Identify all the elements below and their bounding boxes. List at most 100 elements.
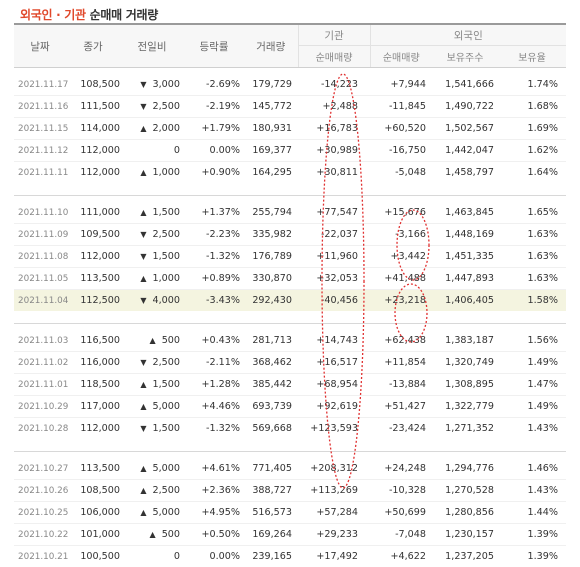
- cell-foreign-net: -5,048: [370, 162, 432, 184]
- cell-date: 2021.10.25: [14, 502, 66, 524]
- triangle-up-icon: ▲: [140, 208, 146, 217]
- cell-foreign-holdings: 1,502,567: [432, 118, 498, 140]
- change-value: 1,500: [153, 251, 180, 262]
- cell-rate: +0.89%: [184, 268, 244, 290]
- cell-foreign-ratio: 1.65%: [498, 202, 566, 224]
- cell-close: 111,500: [66, 96, 120, 118]
- cell-foreign-ratio: 1.58%: [498, 290, 566, 312]
- cell-change: ▲500: [120, 330, 184, 352]
- col-inst-net: 순매매량: [298, 46, 370, 68]
- cell-close: 112,000: [66, 140, 120, 162]
- triangle-up-icon: ▲: [140, 380, 146, 389]
- triangle-up-icon: ▲: [140, 402, 146, 411]
- change-value: 0: [174, 145, 180, 156]
- cell-foreign-holdings: 1,308,895: [432, 374, 498, 396]
- triangle-down-icon: ▼: [140, 102, 146, 111]
- group-divider: [14, 183, 566, 196]
- cell-date: 2021.10.22: [14, 524, 66, 546]
- change-value: 5,000: [153, 463, 180, 474]
- cell-foreign-holdings: 1,451,335: [432, 246, 498, 268]
- cell-foreign-net: -3,166: [370, 224, 432, 246]
- cell-inst-net: +30,811: [298, 162, 370, 184]
- cell-volume: 164,295: [244, 162, 298, 184]
- cell-rate: -3.43%: [184, 290, 244, 312]
- cell-volume: 292,430: [244, 290, 298, 312]
- cell-foreign-holdings: 1,280,856: [432, 502, 498, 524]
- cell-close: 108,500: [66, 480, 120, 502]
- cell-foreign-net: +15,676: [370, 202, 432, 224]
- col-foreign-ratio: 보유율: [498, 46, 566, 68]
- cell-close: 113,500: [66, 268, 120, 290]
- change-value: 1,500: [153, 423, 180, 434]
- page-title: 외국인 · 기관 순매매 거래량: [20, 6, 158, 23]
- cell-inst-net: +11,960: [298, 246, 370, 268]
- col-date: 날짜: [14, 24, 66, 67]
- cell-foreign-holdings: 1,447,893: [432, 268, 498, 290]
- triangle-up-icon: ▲: [150, 530, 156, 539]
- col-foreign-holdings: 보유주수: [432, 46, 498, 68]
- col-volume: 거래량: [244, 24, 298, 67]
- cell-inst-net: -22,037: [298, 224, 370, 246]
- col-change: 전일비: [120, 24, 184, 67]
- cell-foreign-net: -10,328: [370, 480, 432, 502]
- cell-foreign-net: -11,845: [370, 96, 432, 118]
- cell-change: ▲5,000: [120, 396, 184, 418]
- cell-foreign-ratio: 1.63%: [498, 246, 566, 268]
- change-value: 3,000: [153, 79, 180, 90]
- cell-foreign-holdings: 1,320,749: [432, 352, 498, 374]
- triangle-up-icon: ▲: [140, 508, 146, 517]
- cell-inst-net: +17,492: [298, 546, 370, 567]
- cell-close: 112,000: [66, 162, 120, 184]
- cell-foreign-ratio: 1.39%: [498, 546, 566, 567]
- triangle-up-icon: ▲: [140, 168, 146, 177]
- triangle-down-icon: ▼: [140, 296, 146, 305]
- cell-rate: 0.00%: [184, 546, 244, 567]
- cell-date: 2021.11.17: [14, 74, 66, 96]
- cell-foreign-ratio: 1.63%: [498, 268, 566, 290]
- cell-change: ▼2,500: [120, 96, 184, 118]
- change-value: 4,000: [153, 295, 180, 306]
- cell-close: 116,500: [66, 330, 120, 352]
- cell-volume: 335,982: [244, 224, 298, 246]
- cell-date: 2021.11.01: [14, 374, 66, 396]
- change-value: 2,000: [153, 123, 180, 134]
- cell-inst-net: +32,053: [298, 268, 370, 290]
- cell-volume: 388,727: [244, 480, 298, 502]
- cell-volume: 368,462: [244, 352, 298, 374]
- cell-close: 109,500: [66, 224, 120, 246]
- cell-foreign-holdings: 1,294,776: [432, 458, 498, 480]
- cell-close: 116,000: [66, 352, 120, 374]
- cell-change: ▲1,000: [120, 268, 184, 290]
- cell-close: 100,500: [66, 546, 120, 567]
- cell-foreign-net: +62,438: [370, 330, 432, 352]
- cell-date: 2021.10.29: [14, 396, 66, 418]
- cell-rate: +2.36%: [184, 480, 244, 502]
- cell-foreign-net: -16,750: [370, 140, 432, 162]
- cell-date: 2021.11.11: [14, 162, 66, 184]
- cell-foreign-net: +60,520: [370, 118, 432, 140]
- group-divider: [14, 439, 566, 452]
- cell-foreign-holdings: 1,237,205: [432, 546, 498, 567]
- cell-rate: +1.79%: [184, 118, 244, 140]
- triangle-down-icon: ▼: [140, 252, 146, 261]
- cell-volume: 385,442: [244, 374, 298, 396]
- change-value: 500: [162, 335, 180, 346]
- cell-date: 2021.10.21: [14, 546, 66, 567]
- cell-foreign-ratio: 1.43%: [498, 480, 566, 502]
- cell-change: ▼1,500: [120, 418, 184, 440]
- cell-foreign-net: +11,854: [370, 352, 432, 374]
- cell-volume: 516,573: [244, 502, 298, 524]
- cell-rate: -2.19%: [184, 96, 244, 118]
- cell-foreign-holdings: 1,230,157: [432, 524, 498, 546]
- cell-rate: -2.23%: [184, 224, 244, 246]
- cell-date: 2021.11.15: [14, 118, 66, 140]
- cell-foreign-net: +41,488: [370, 268, 432, 290]
